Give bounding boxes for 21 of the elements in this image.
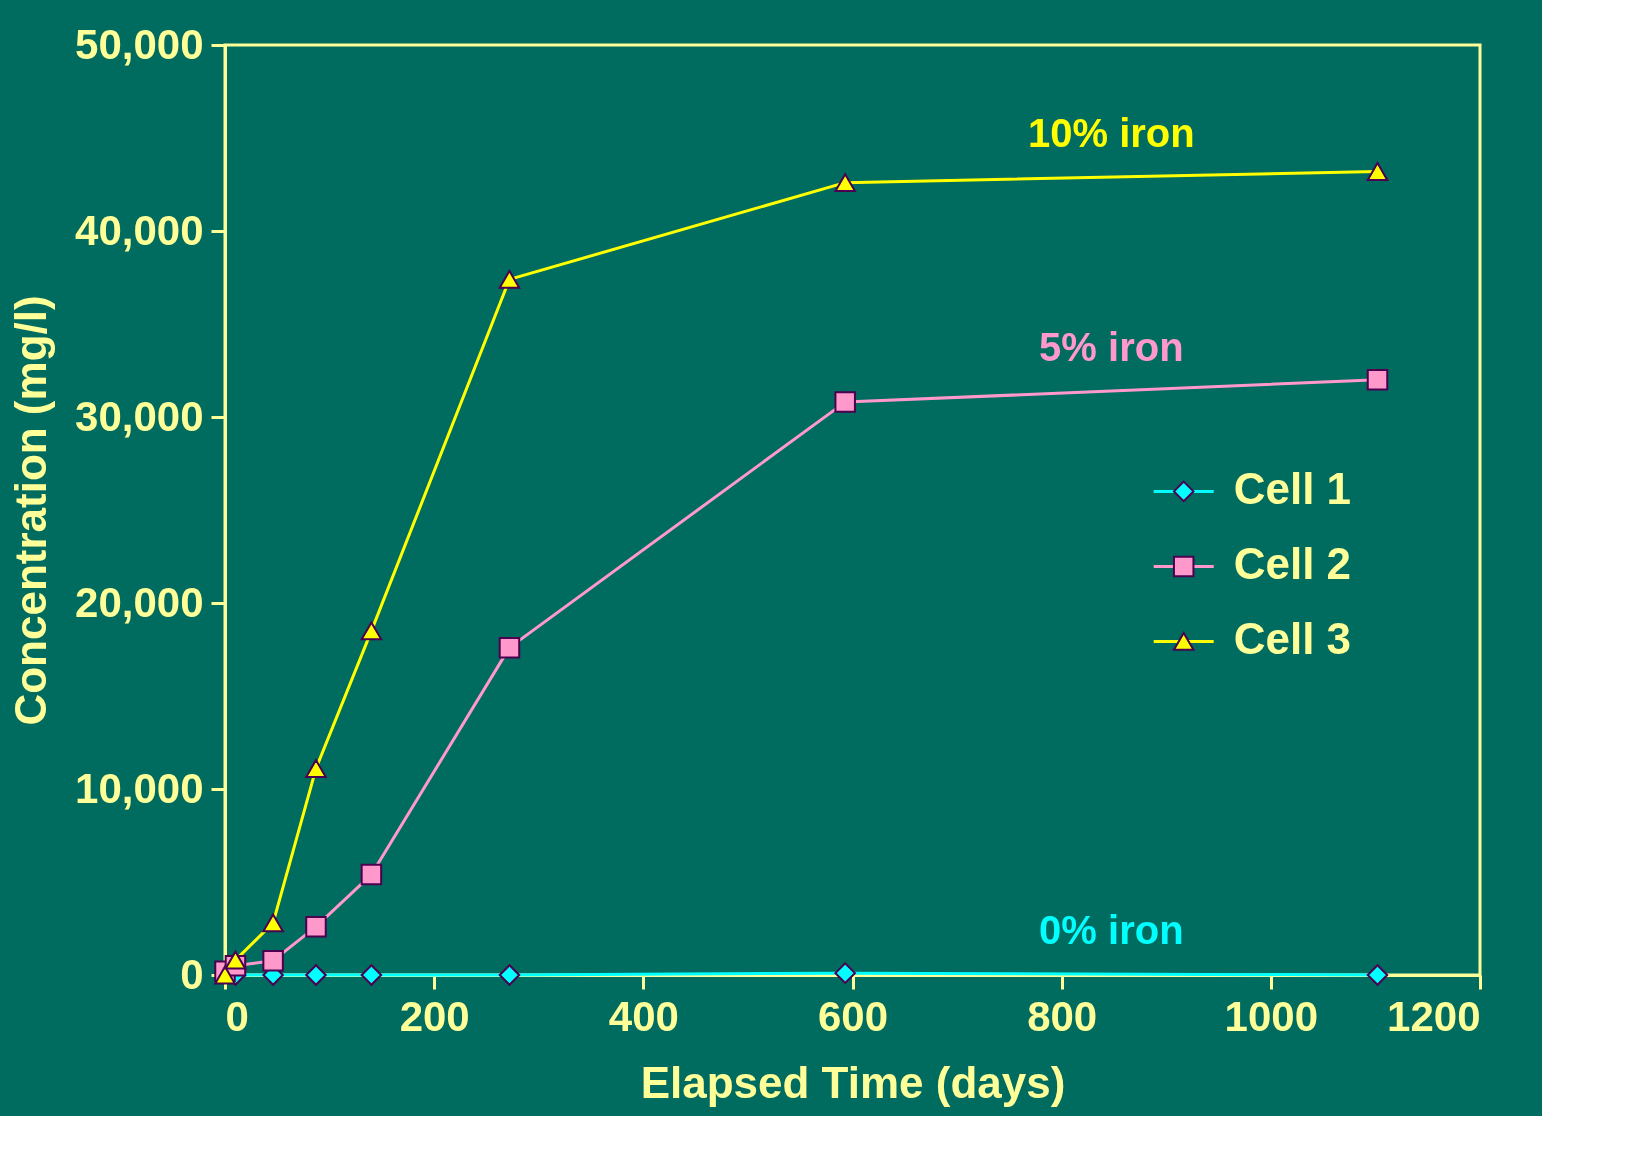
y-tick-label: 20,000 <box>75 578 204 626</box>
x-tick-label: 600 <box>817 992 889 1040</box>
annotation: 10% iron <box>1027 111 1195 156</box>
legend-label: Cell 3 <box>1233 614 1352 664</box>
y-axis-title: Concentration (mg/l) <box>6 295 56 726</box>
y-tick-label: 0 <box>180 950 204 998</box>
legend-label: Cell 1 <box>1233 464 1352 514</box>
x-tick-label: 800 <box>1027 992 1098 1040</box>
x-tick-label: 1000 <box>1224 992 1319 1040</box>
x-tick-label: 200 <box>399 992 470 1040</box>
legend-label: Cell 2 <box>1233 539 1352 589</box>
y-tick-label: 30,000 <box>75 392 204 440</box>
annotation: 0% iron <box>1039 908 1184 953</box>
annotation: 5% iron <box>1039 324 1184 369</box>
x-tick-label: 400 <box>608 992 679 1040</box>
x-tick-label: 0 <box>225 992 249 1040</box>
x-tick-label: 1200 <box>1387 992 1481 1040</box>
x-axis-title: Elapsed Time (days) <box>640 1057 1066 1107</box>
y-tick-label: 10,000 <box>75 764 204 812</box>
y-tick-label: 40,000 <box>75 206 204 254</box>
y-tick-label: 50,000 <box>75 20 204 68</box>
